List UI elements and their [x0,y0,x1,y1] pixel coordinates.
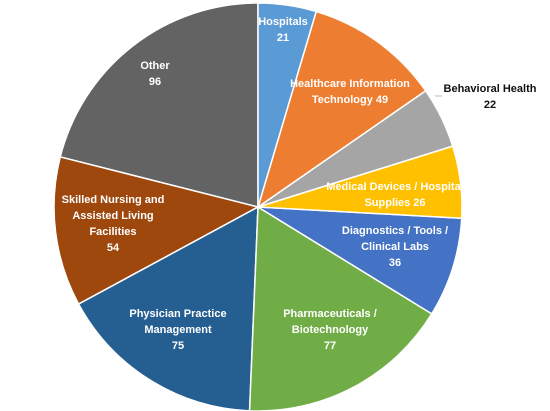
value-label: 75 [171,340,185,352]
category-name: Healthcare Information Technology [290,78,410,106]
value-label: 36 [388,257,402,269]
slice-label: Other 96 [115,58,195,90]
slice-label: Pharmaceuticals / Biotechnology 77 [270,306,390,354]
category-name: Hospitals [258,16,308,28]
category-name: Other [140,60,170,72]
value-label: 77 [323,340,337,352]
category-name: Pharmaceuticals / Biotechnology [283,308,377,336]
category-name: Skilled Nursing and Assisted Living Faci… [61,194,165,238]
category-name: Physician Practice Management [129,308,227,336]
slice-label: Medical Devices / Hospital Supplies 26 [313,179,478,211]
slice-label: Healthcare Information Technology 49 [275,76,425,108]
value-label: 49 [375,94,389,106]
pie-slice [256,10,427,209]
pie-slice [77,205,259,411]
category-name: Diagnostics / Tools / Clinical Labs [341,225,449,253]
pie-slice [53,156,261,306]
value-label: 26 [413,197,426,209]
slice-label: Behavioral Health 22 [435,81,545,113]
value-label: 22 [483,99,497,111]
pie-slice [59,2,259,208]
category-name: Medical Devices / Hospital Supplies [326,181,464,209]
category-name: Behavioral Health [443,83,537,95]
slice-label: Hospitals 21 [243,14,323,46]
pie-slice [257,206,463,315]
value-label: 96 [148,76,162,88]
value-label: 54 [106,242,120,254]
slice-label: Diagnostics / Tools / Clinical Labs 36 [330,223,460,271]
slice-label: Physician Practice Management 75 [116,306,241,354]
slice-label: Skilled Nursing and Assisted Living Faci… [51,192,176,256]
value-label: 21 [276,32,290,44]
pie-slice [257,2,318,208]
